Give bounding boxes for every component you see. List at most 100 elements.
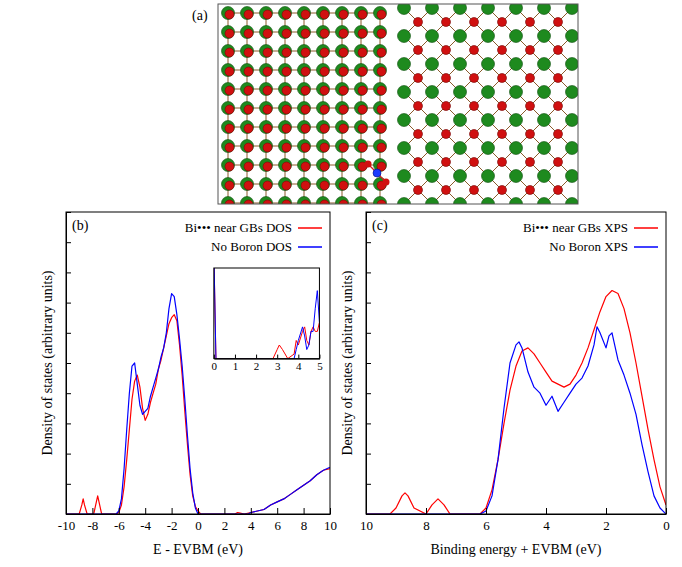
tick-label: 8 — [423, 518, 430, 533]
y-tick — [66, 303, 71, 304]
atom — [225, 10, 234, 19]
atom — [301, 10, 310, 19]
x-tick: 8 — [423, 508, 430, 533]
atom — [510, 86, 523, 99]
tick-mark — [366, 484, 371, 485]
tick-mark — [66, 272, 71, 273]
atom — [336, 121, 349, 134]
atom — [358, 181, 367, 190]
atom — [263, 10, 272, 19]
tick-label: 10 — [324, 518, 337, 533]
x-axis: 012345 — [212, 355, 324, 373]
tick-mark — [366, 212, 371, 213]
x-tick: -6 — [114, 508, 125, 533]
atom — [336, 7, 349, 20]
tick-mark — [66, 454, 71, 455]
atom — [301, 181, 310, 190]
tick-mark — [366, 514, 371, 515]
atom — [510, 198, 523, 205]
atom — [426, 114, 439, 127]
tick-label: 1 — [233, 360, 239, 372]
atom — [566, 114, 579, 127]
structure — [222, 4, 579, 204]
atom — [554, 158, 563, 167]
atom — [442, 102, 451, 111]
atom — [442, 186, 451, 195]
atom — [301, 48, 310, 57]
atom — [260, 45, 273, 58]
x-tick: 4 — [296, 355, 302, 373]
atom — [414, 186, 423, 195]
legend-label: Bi••• near GBs DOS — [185, 220, 292, 235]
atom — [320, 105, 329, 114]
atom — [398, 4, 411, 15]
plot-frame — [214, 268, 320, 359]
tick-mark — [366, 454, 371, 455]
tick-label: 2 — [603, 518, 610, 533]
tick-mark — [546, 508, 547, 514]
atom — [336, 102, 349, 115]
y-axis-title: Density of states (arbitrary units) — [340, 270, 356, 455]
atoms — [222, 4, 579, 204]
atom — [358, 143, 367, 152]
atom — [510, 170, 523, 183]
x-tick: 6 — [274, 508, 281, 533]
atom — [222, 197, 235, 205]
atom — [377, 143, 386, 152]
atom — [377, 29, 386, 38]
atom — [263, 105, 272, 114]
atom — [538, 86, 551, 99]
atom — [241, 26, 254, 39]
atom — [244, 86, 253, 95]
atom — [336, 45, 349, 58]
atom — [225, 48, 234, 57]
series-line — [366, 327, 666, 514]
x-tick: -2 — [167, 508, 178, 533]
atom — [554, 46, 563, 55]
atom — [554, 74, 563, 83]
atom — [317, 45, 330, 58]
atom — [358, 29, 367, 38]
tick-label: 6 — [483, 518, 490, 533]
atom — [339, 86, 348, 95]
atom — [301, 29, 310, 38]
axis-line — [367, 514, 667, 515]
y-tick — [66, 514, 71, 515]
atom — [374, 26, 387, 39]
atom — [454, 58, 467, 71]
atom — [260, 26, 273, 39]
inset: 012345 — [212, 250, 324, 373]
atom — [339, 181, 348, 190]
legend-swatch — [634, 246, 658, 248]
panel-label: (a) — [192, 8, 208, 24]
atom — [538, 114, 551, 127]
atom — [260, 102, 273, 115]
atom — [244, 143, 253, 152]
atom — [317, 159, 330, 172]
atom — [263, 124, 272, 133]
legend-label: Bi••• near GBs XPS — [523, 220, 628, 235]
x-tick: -8 — [87, 508, 98, 533]
atom — [355, 45, 368, 58]
tick-label: 4 — [543, 518, 550, 533]
tick-label: 2 — [254, 360, 260, 372]
atom — [320, 48, 329, 57]
atom — [244, 105, 253, 114]
atom — [414, 102, 423, 111]
atom — [339, 124, 348, 133]
tick-mark — [366, 303, 371, 304]
atom — [554, 102, 563, 111]
tick-mark — [235, 355, 236, 359]
atom — [260, 159, 273, 172]
tick-label: -4 — [140, 518, 151, 533]
atom — [298, 7, 311, 20]
legend-swatch — [298, 227, 322, 229]
plot-frame — [66, 212, 330, 514]
atom — [377, 10, 386, 19]
atom — [414, 130, 423, 139]
tick-label: 0 — [663, 518, 670, 533]
atom — [225, 105, 234, 114]
atom — [244, 29, 253, 38]
atom — [414, 74, 423, 83]
y-axis — [66, 213, 71, 515]
